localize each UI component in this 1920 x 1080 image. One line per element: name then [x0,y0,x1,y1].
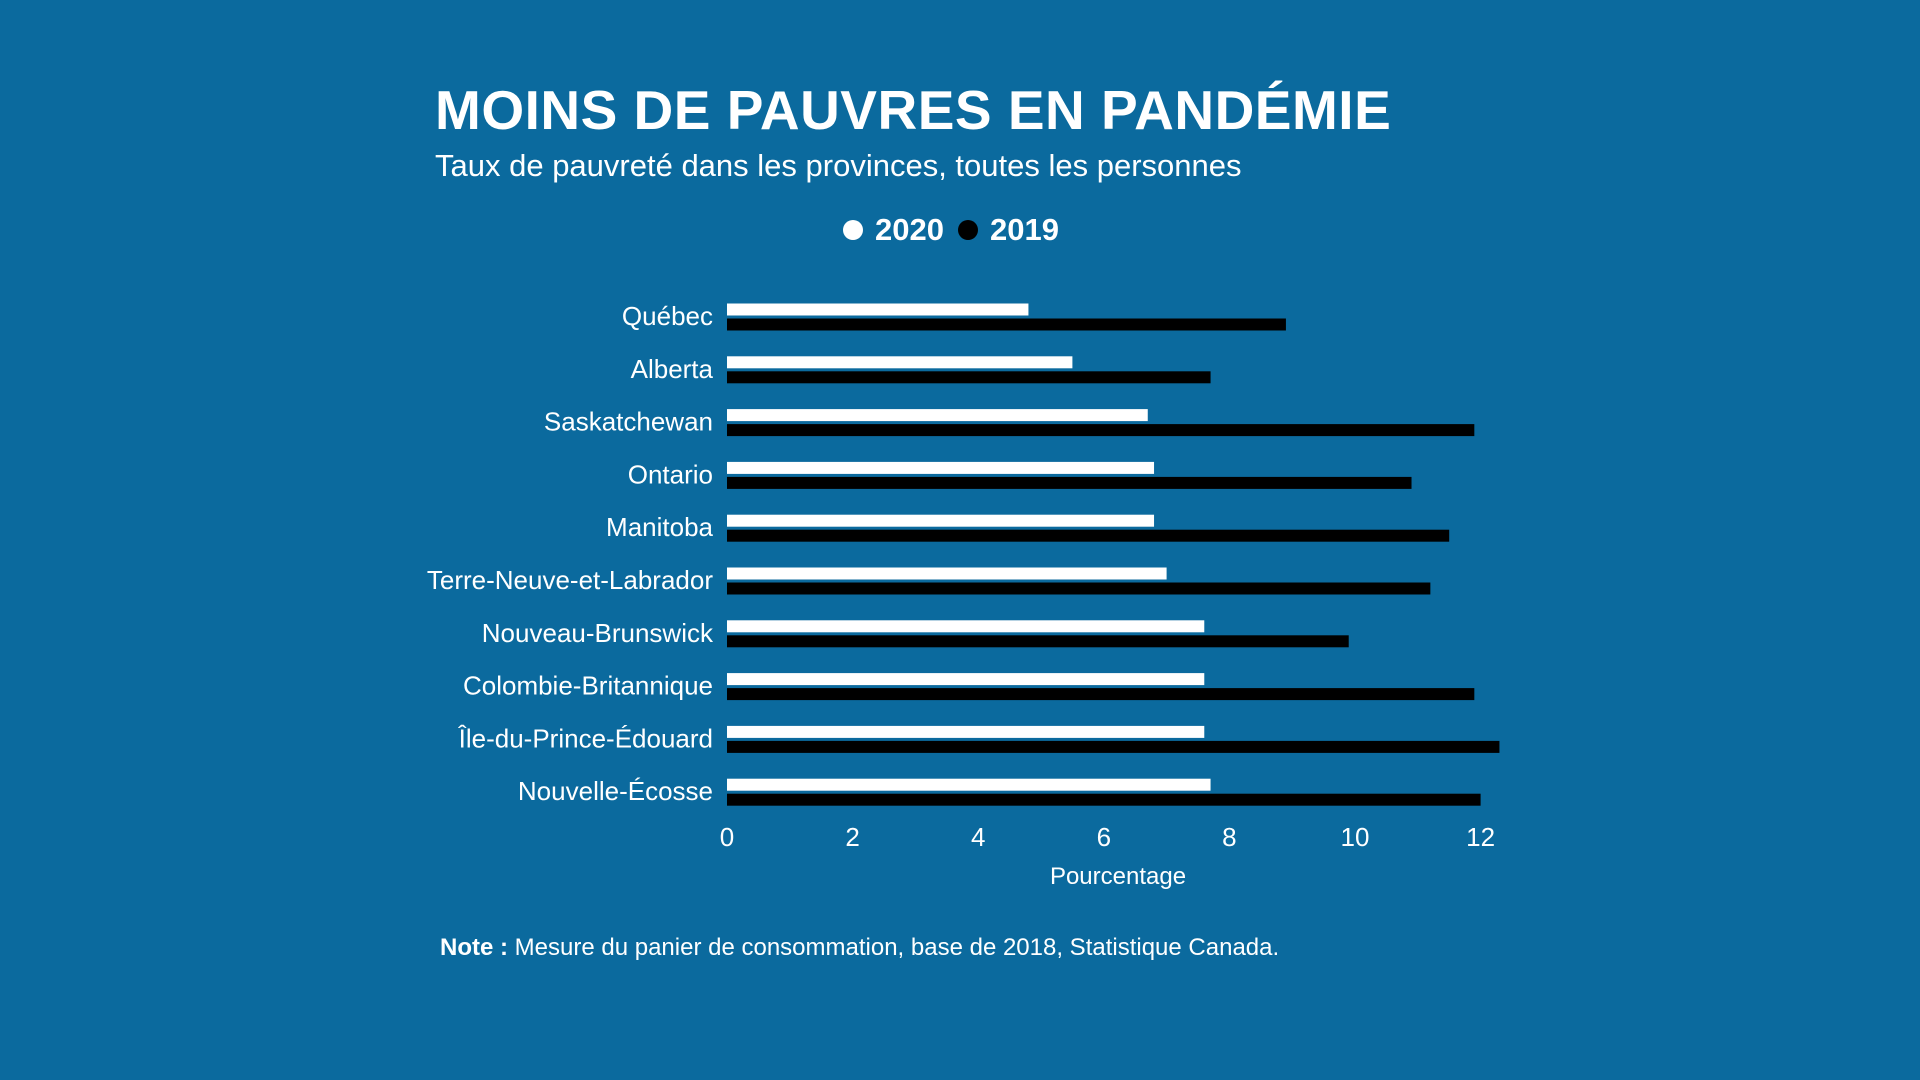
bar-2020 [727,356,1073,369]
legend-dot-2020 [843,220,863,240]
legend-item-2020: 2020 [843,212,944,248]
bar-2020 [727,778,1211,791]
bar-2019 [727,635,1349,648]
x-tick-label: 2 [845,822,859,852]
category-label: Colombie-Britannique [463,671,713,701]
bar-2019 [727,688,1475,701]
category-label: Terre-Neuve-et-Labrador [427,565,713,595]
chart-subtitle: Taux de pauvreté dans les provinces, tou… [435,148,1242,183]
bar-2020 [727,303,1029,316]
bar-2020 [727,567,1167,580]
bar-2019 [727,793,1481,806]
x-axis-label: Pourcentage [1050,863,1186,890]
category-label: Saskatchewan [544,407,713,437]
category-label: Manitoba [606,512,713,542]
legend-label-2019: 2019 [989,212,1059,247]
legend-label-2020: 2020 [875,212,944,247]
note-text: Mesure du panier de consommation, base d… [514,934,1280,961]
category-label: Île-du-Prince-Édouard [458,723,713,753]
bar-2019 [727,476,1412,489]
x-tick-label: 10 [1341,822,1370,852]
bar-2019 [727,318,1286,331]
category-label: Alberta [631,354,714,384]
note-label: Note : [440,934,508,961]
bar-2019 [727,371,1211,384]
bar-2020 [727,620,1205,633]
x-tick-label: 0 [720,822,734,852]
bar-2020 [727,461,1155,474]
x-tick-label: 8 [1222,822,1236,852]
bar-2019 [727,424,1475,437]
category-label: Ontario [628,459,713,489]
category-label: Québec [622,301,713,331]
chart-legend: 2020 2019 [843,212,1073,248]
x-tick-label: 12 [1466,822,1495,852]
bar-2019 [727,740,1500,753]
bar-2020 [727,409,1148,422]
bar-2020 [727,725,1205,738]
legend-item-2019: 2019 [957,212,1059,248]
legend-dot-2019 [957,220,978,240]
x-tick-label: 6 [1097,822,1111,852]
bar-2020 [727,673,1205,686]
bar-2020 [727,514,1155,527]
chart-title: MOINS DE PAUVRES EN PANDÉMIE [435,79,1392,141]
category-label: Nouvelle-Écosse [518,776,713,806]
chart-note: Note : Mesure du panier de consommation,… [440,934,1279,962]
bar-2019 [727,529,1450,542]
category-label: Nouveau-Brunswick [482,618,714,648]
bar-2019 [727,582,1431,595]
x-tick-label: 4 [971,822,985,852]
bar-chart: Québec Alberta Saskatchewan Ontario Manitoba… [427,301,1500,890]
